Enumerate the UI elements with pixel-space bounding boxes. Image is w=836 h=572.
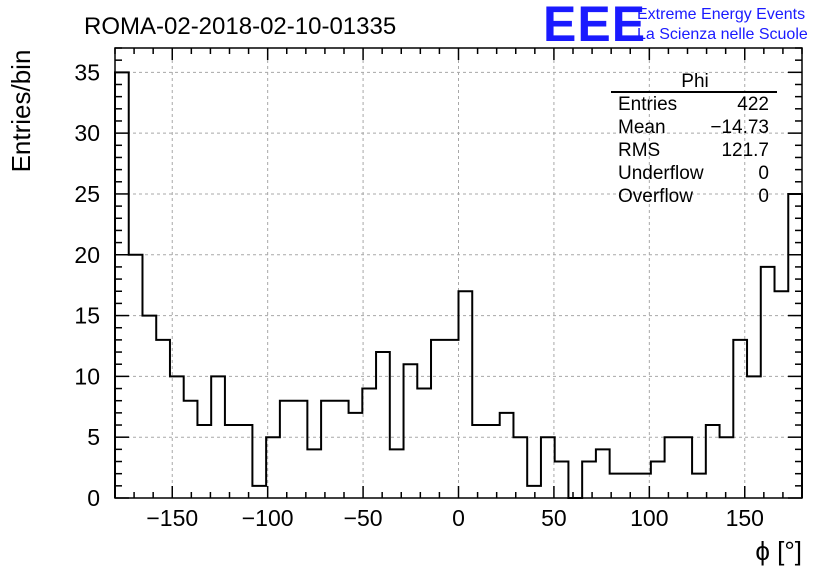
- y-tick-label: 5: [87, 424, 100, 450]
- y-tick-label: 0: [87, 485, 100, 511]
- stats-row-label: Entries: [618, 94, 677, 115]
- eee-logo-mark: EEE: [543, 0, 646, 52]
- x-axis-label: ϕ [°]: [755, 536, 802, 566]
- y-tick-label: 10: [74, 363, 100, 389]
- y-tick-label: 25: [74, 181, 100, 207]
- y-tick-label: 20: [74, 242, 100, 268]
- chart-title: ROMA-02-2018-02-10-01335: [84, 13, 396, 40]
- x-tick-label: 50: [541, 505, 567, 531]
- y-tick-label: 15: [74, 303, 100, 329]
- stats-row-value: −14.73: [710, 117, 769, 138]
- stats-title: Phi: [681, 71, 708, 92]
- y-tick-labels: 0 5 10 15 20 25 30 35: [74, 59, 100, 511]
- stats-row-value: 0: [758, 163, 769, 184]
- histogram-series: [114, 71, 803, 499]
- x-tick-label: −150: [146, 505, 198, 531]
- eee-logo-line2: La Scienza nelle Scuole: [637, 26, 808, 43]
- stats-row-value: 0: [758, 186, 769, 207]
- x-tick-labels: −150 −100 −50 0 50 100 150: [146, 505, 764, 531]
- x-tick-label: 0: [452, 505, 465, 531]
- x-tick-label: −50: [344, 505, 383, 531]
- y-tick-label: 30: [74, 120, 100, 146]
- stats-row-value: 422: [737, 94, 769, 115]
- x-tick-label: 100: [630, 505, 668, 531]
- eee-logo: EEE Extreme Energy Events La Scienza nel…: [543, 0, 808, 52]
- grid-lines: [115, 48, 802, 498]
- stats-rows: Entries 422 Mean −14.73 RMS 121.7 Underflow 0 Ov…: [618, 94, 769, 207]
- x-tick-label: −100: [242, 505, 294, 531]
- stats-row-label: Overflow: [618, 186, 693, 207]
- x-tick-label: 150: [726, 505, 764, 531]
- eee-logo-line1: Extreme Energy Events: [637, 6, 805, 23]
- stats-row-value: 121.7: [721, 140, 769, 161]
- stats-row-label: RMS: [618, 140, 660, 161]
- y-axis-label: Entries/bin: [6, 50, 36, 173]
- stats-row-label: Mean: [618, 117, 666, 138]
- histogram-outline: [114, 71, 803, 499]
- stats-row-label: Underflow: [618, 163, 704, 184]
- axis-ticks: [114, 47, 803, 499]
- stats-box: Phi Entries 422 Mean −14.73 RMS 121.7 Underflo…: [611, 71, 777, 207]
- y-tick-label: 35: [74, 59, 100, 85]
